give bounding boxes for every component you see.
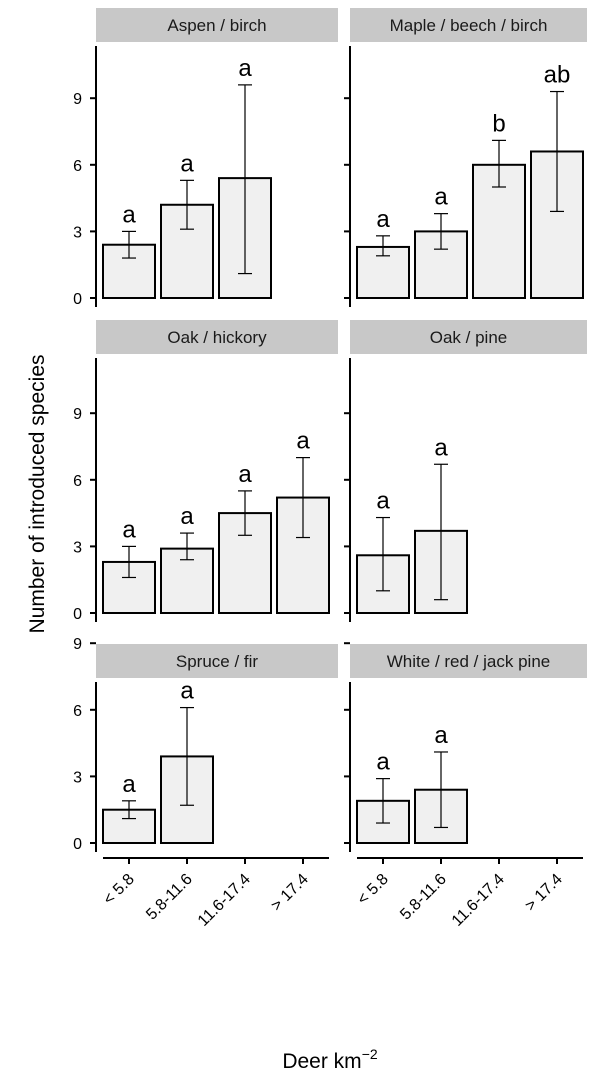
significance-letter: a <box>376 488 390 515</box>
significance-letter: a <box>180 678 194 705</box>
significance-letter: a <box>434 434 448 461</box>
y-tick-label: 3 <box>73 769 82 786</box>
panel: Oak / pine a a <box>344 320 587 622</box>
panel: Spruce / fir 0 3 6 9 a a < 5.8 5.8-11.6 11.6-17.4… <box>73 636 338 930</box>
panel: Oak / hickory 0 3 6 9 a a a a <box>73 320 338 623</box>
y-tick-label: 9 <box>73 636 82 653</box>
significance-letter: a <box>122 516 136 543</box>
y-tick-label: 6 <box>73 703 82 720</box>
panels-group: Aspen / birch 0 3 6 9 a a a Maple / beech / birc… <box>73 8 587 930</box>
panel-title: Oak / hickory <box>167 328 267 347</box>
significance-letter: a <box>376 749 390 776</box>
significance-letter: a <box>296 428 310 455</box>
x-tick-label: < 5.8 <box>354 871 392 909</box>
panel-strip <box>96 644 338 678</box>
x-axis-title-superscript: −2 <box>362 1046 378 1062</box>
significance-letter: a <box>122 201 136 228</box>
y-tick-label: 0 <box>73 291 82 308</box>
panel-strip <box>350 320 587 354</box>
panel-title: Oak / pine <box>430 328 508 347</box>
y-tick-label: 9 <box>73 406 82 423</box>
panel-title: Spruce / fir <box>176 652 259 671</box>
panel-title: White / red / jack pine <box>387 652 550 671</box>
x-tick-label: 5.8-11.6 <box>397 871 450 924</box>
significance-letter: a <box>238 461 252 488</box>
significance-letter: a <box>180 150 194 177</box>
significance-letter: a <box>122 771 136 798</box>
x-tick-label: 11.6-17.4 <box>195 871 254 930</box>
significance-letter: a <box>238 55 252 82</box>
panel-strip <box>96 320 338 354</box>
significance-letter: ab <box>544 62 571 89</box>
significance-letter: a <box>180 503 194 530</box>
panel-title: Aspen / birch <box>167 16 266 35</box>
significance-letter: a <box>434 184 448 211</box>
y-tick-label: 0 <box>73 836 82 853</box>
panel-strip <box>350 644 587 678</box>
panel-strip <box>96 8 338 42</box>
x-axis-title-text: Deer km <box>282 1050 361 1073</box>
y-tick-label: 3 <box>73 224 82 241</box>
x-tick-label: 11.6-17.4 <box>449 871 508 930</box>
y-tick-label: 6 <box>73 158 82 175</box>
x-tick-label: < 5.8 <box>100 871 138 909</box>
x-axis-title: Deer km−2 <box>282 1046 378 1073</box>
y-tick-label: 6 <box>73 473 82 490</box>
y-axis-title: Number of introduced species <box>26 355 49 634</box>
x-tick-label: > 17.4 <box>522 871 566 915</box>
panel: Aspen / birch 0 3 6 9 a a a <box>73 8 338 308</box>
y-tick-label: 3 <box>73 539 82 556</box>
significance-letter: b <box>492 110 505 137</box>
significance-letter: a <box>434 722 448 749</box>
y-tick-label: 9 <box>73 91 82 108</box>
y-tick-label: 0 <box>73 606 82 623</box>
panel-title: Maple / beech / birch <box>390 16 548 35</box>
panel-strip <box>350 8 587 42</box>
x-tick-label: 5.8-11.6 <box>143 871 196 924</box>
panel: White / red / jack pine a a < 5.8 5.8-11.6 11… <box>344 642 587 930</box>
x-tick-label: > 17.4 <box>268 871 312 915</box>
significance-letter: a <box>376 206 390 233</box>
